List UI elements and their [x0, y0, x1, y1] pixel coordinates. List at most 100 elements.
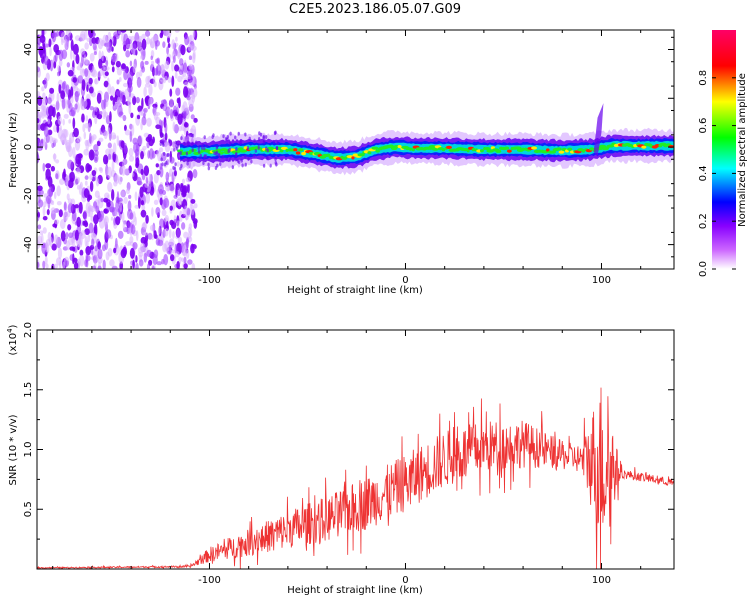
noise-blob	[176, 220, 180, 228]
noise-blob	[116, 135, 120, 146]
ridge-core-speck	[495, 149, 502, 153]
noise-blob	[121, 164, 126, 176]
noise-blob	[121, 63, 126, 70]
noise-blob	[42, 227, 47, 234]
ridge-scatter	[191, 148, 194, 153]
noise-blob	[59, 178, 65, 185]
ridge-scatter	[190, 133, 193, 138]
spectrogram-xlabel: Height of straight line (km)	[287, 285, 423, 296]
noise-blob	[123, 69, 128, 81]
noise-blob	[125, 241, 132, 246]
noise-blob	[78, 201, 83, 214]
noise-blob	[79, 181, 83, 190]
noise-blob	[112, 142, 117, 155]
noise-blob	[128, 194, 132, 199]
noise-blob	[45, 194, 52, 205]
noise-blob	[140, 55, 144, 60]
noise-blob	[65, 260, 69, 267]
noise-blob	[116, 79, 120, 85]
noise-blob	[131, 124, 135, 136]
noise-blob	[160, 120, 164, 129]
noise-blob	[103, 98, 107, 110]
noise-blob	[72, 43, 79, 55]
noise-blob	[151, 235, 154, 241]
noise-blob	[84, 42, 89, 50]
noise-blob	[97, 71, 101, 78]
svg-text:(x104): (x104)	[6, 324, 19, 355]
ridge-core-speck	[567, 147, 573, 151]
noise-blob	[111, 265, 118, 269]
colorbar-ticks: 0.0 0.2 0.4 0.6 0.8	[698, 70, 736, 277]
noise-blob	[67, 198, 73, 205]
noise-blob	[83, 131, 87, 140]
noise-blob	[185, 238, 189, 249]
noise-blob	[120, 190, 126, 198]
noise-blob	[173, 219, 178, 224]
ridge-core-speck	[298, 148, 304, 152]
noise-blob	[75, 53, 80, 65]
noise-blob	[75, 153, 82, 165]
noise-blob	[175, 140, 182, 146]
noise-blob	[137, 105, 143, 113]
ridge-scatter	[265, 146, 268, 151]
noise-blob	[157, 226, 161, 235]
noise-blob	[42, 42, 46, 55]
noise-blob	[152, 254, 158, 266]
noise-blob	[152, 75, 156, 85]
noise-blob	[97, 38, 104, 50]
noise-blob	[170, 249, 176, 254]
noise-blob	[70, 39, 74, 52]
noise-blob	[173, 194, 178, 199]
noise-blob	[67, 69, 74, 77]
noise-blob	[117, 230, 124, 239]
noise-blob	[72, 117, 76, 130]
ridge-scatter	[253, 153, 256, 158]
noise-blob	[175, 186, 178, 198]
ridge-scatter	[228, 147, 231, 152]
ridge-scatter	[228, 157, 232, 162]
ridge-scatter	[180, 163, 183, 168]
noise-blob	[37, 138, 41, 150]
noise-blob	[88, 77, 93, 85]
noise-blob	[179, 64, 183, 70]
ridge-scatter	[237, 160, 241, 165]
noise-blob	[142, 221, 148, 230]
noise-blob	[176, 260, 180, 269]
ridge-scatter	[174, 140, 178, 145]
noise-blob	[110, 95, 114, 101]
ridge-scatter	[226, 135, 230, 140]
noise-blob	[127, 95, 130, 106]
noise-blob	[65, 84, 70, 95]
ridge-core-speck	[641, 145, 647, 149]
noise-blob	[107, 142, 112, 149]
noise-blob	[97, 241, 102, 250]
noise-blob	[96, 113, 103, 120]
noise-blob	[185, 250, 190, 259]
noise-blob	[44, 43, 50, 48]
noise-blob	[177, 113, 183, 125]
noise-blob	[138, 259, 144, 267]
noise-blob	[43, 55, 49, 66]
x-tick-label: -100	[198, 575, 221, 586]
noise-blob	[145, 75, 150, 85]
noise-blob	[57, 115, 62, 126]
noise-blob	[191, 91, 196, 103]
noise-blob	[56, 92, 60, 103]
noise-blob	[143, 252, 148, 263]
noise-blob	[190, 125, 197, 136]
noise-blob	[119, 200, 123, 212]
ridge-scatter	[168, 138, 171, 143]
noise-blob	[135, 97, 141, 104]
noise-blob	[183, 62, 188, 73]
noise-blob	[146, 37, 151, 45]
noise-blob	[93, 214, 99, 225]
ridge-scatter	[234, 135, 237, 140]
noise-blob	[111, 160, 115, 172]
snr-scale-label: (x10	[8, 333, 19, 356]
ridge-core-speck	[484, 146, 491, 151]
noise-blob	[88, 86, 94, 94]
noise-blob	[107, 153, 112, 160]
noise-blob	[134, 191, 138, 201]
noise-blob	[183, 122, 189, 128]
noise-blob	[129, 247, 135, 259]
